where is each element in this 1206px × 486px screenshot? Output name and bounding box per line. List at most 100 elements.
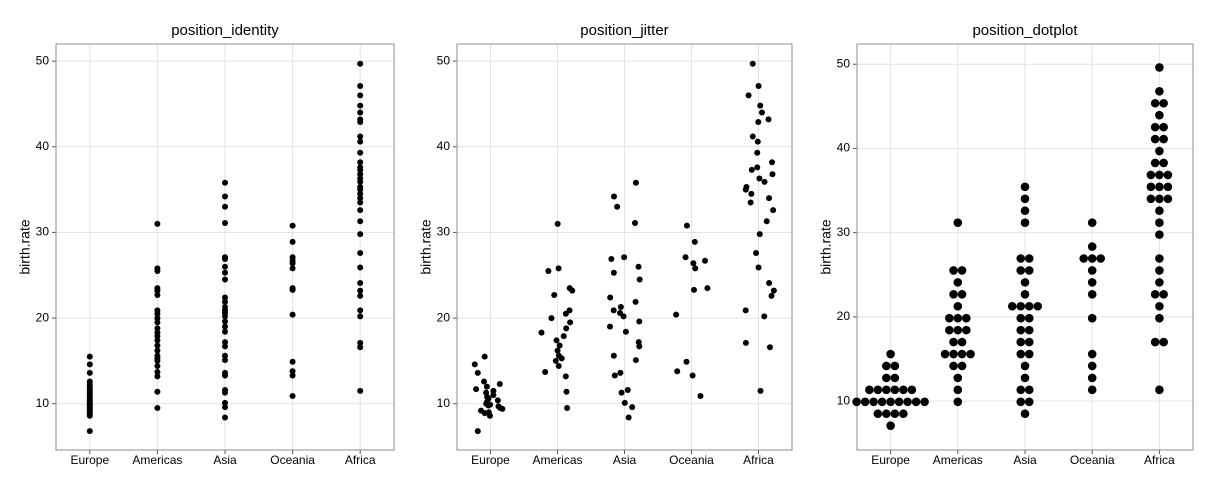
dot [882,373,891,383]
y-tick-label: 20 [437,310,451,324]
point [621,254,628,261]
point [770,207,777,214]
dot [1150,337,1160,347]
x-tick-label: Americas [532,453,582,467]
point [756,231,763,238]
point [357,175,364,182]
point [86,428,93,435]
point [635,339,642,346]
point [610,352,617,359]
point [357,190,364,197]
dot [886,397,895,407]
point [222,339,228,346]
point [548,315,555,322]
dot [1163,194,1173,204]
dot [1007,301,1017,311]
point [289,358,296,365]
point [748,190,755,197]
dot [953,301,963,311]
point [689,372,696,379]
point [478,407,485,414]
dot [1159,158,1168,168]
point [222,414,228,421]
point [222,404,228,411]
point [222,303,228,310]
dot [873,409,883,419]
dot [1079,254,1088,263]
dot [1087,254,1097,263]
dot [949,337,958,347]
point [222,318,228,325]
dot [953,373,963,383]
point [154,337,161,344]
point [629,404,636,411]
dot [903,397,912,407]
point [622,328,629,335]
dot [949,349,958,359]
y-tick-label: 20 [837,309,851,323]
dot [1024,266,1034,275]
point [357,339,364,346]
x-tick-label: Europe [871,453,910,467]
dot [1016,254,1026,263]
dot [1016,313,1026,323]
point [743,184,750,191]
point [494,397,501,404]
point [473,386,480,393]
point [551,291,558,298]
point [154,352,161,359]
dot [1146,182,1156,192]
point [552,357,559,364]
point [754,149,761,156]
point [749,60,756,67]
y-tick-label: 50 [36,53,50,67]
point [222,263,228,270]
dot [1146,170,1156,180]
dot [860,397,870,407]
point [618,389,625,396]
point [691,238,698,245]
point [554,347,561,354]
point [222,369,228,376]
point [690,286,697,293]
point [490,392,497,399]
dot [1155,313,1164,323]
point [222,179,228,186]
point [632,298,639,305]
point [563,325,570,332]
point [757,102,764,109]
point [682,254,689,261]
dot [1087,373,1097,383]
point [289,238,296,245]
point [768,292,775,299]
dot [1155,63,1164,72]
dot [1020,278,1030,287]
point [617,309,624,316]
x-tick-label: Oceania [669,453,714,467]
point [624,387,631,394]
point [483,389,490,396]
dot [894,397,904,407]
dot [953,397,963,407]
dot [890,361,900,371]
point [154,307,161,314]
dot [1024,325,1034,335]
point [222,357,228,364]
point [86,369,93,376]
dot [1155,206,1164,216]
dot [1016,337,1026,347]
point [471,361,478,368]
point [357,164,364,171]
point [610,269,617,276]
dot [1150,122,1160,132]
point [567,319,574,326]
point [636,276,643,283]
point [608,255,615,262]
point [357,313,364,320]
panel-title: position_jitter [580,22,668,39]
dot [1016,325,1026,335]
point [683,358,690,365]
dot [865,385,874,395]
point [357,218,364,225]
